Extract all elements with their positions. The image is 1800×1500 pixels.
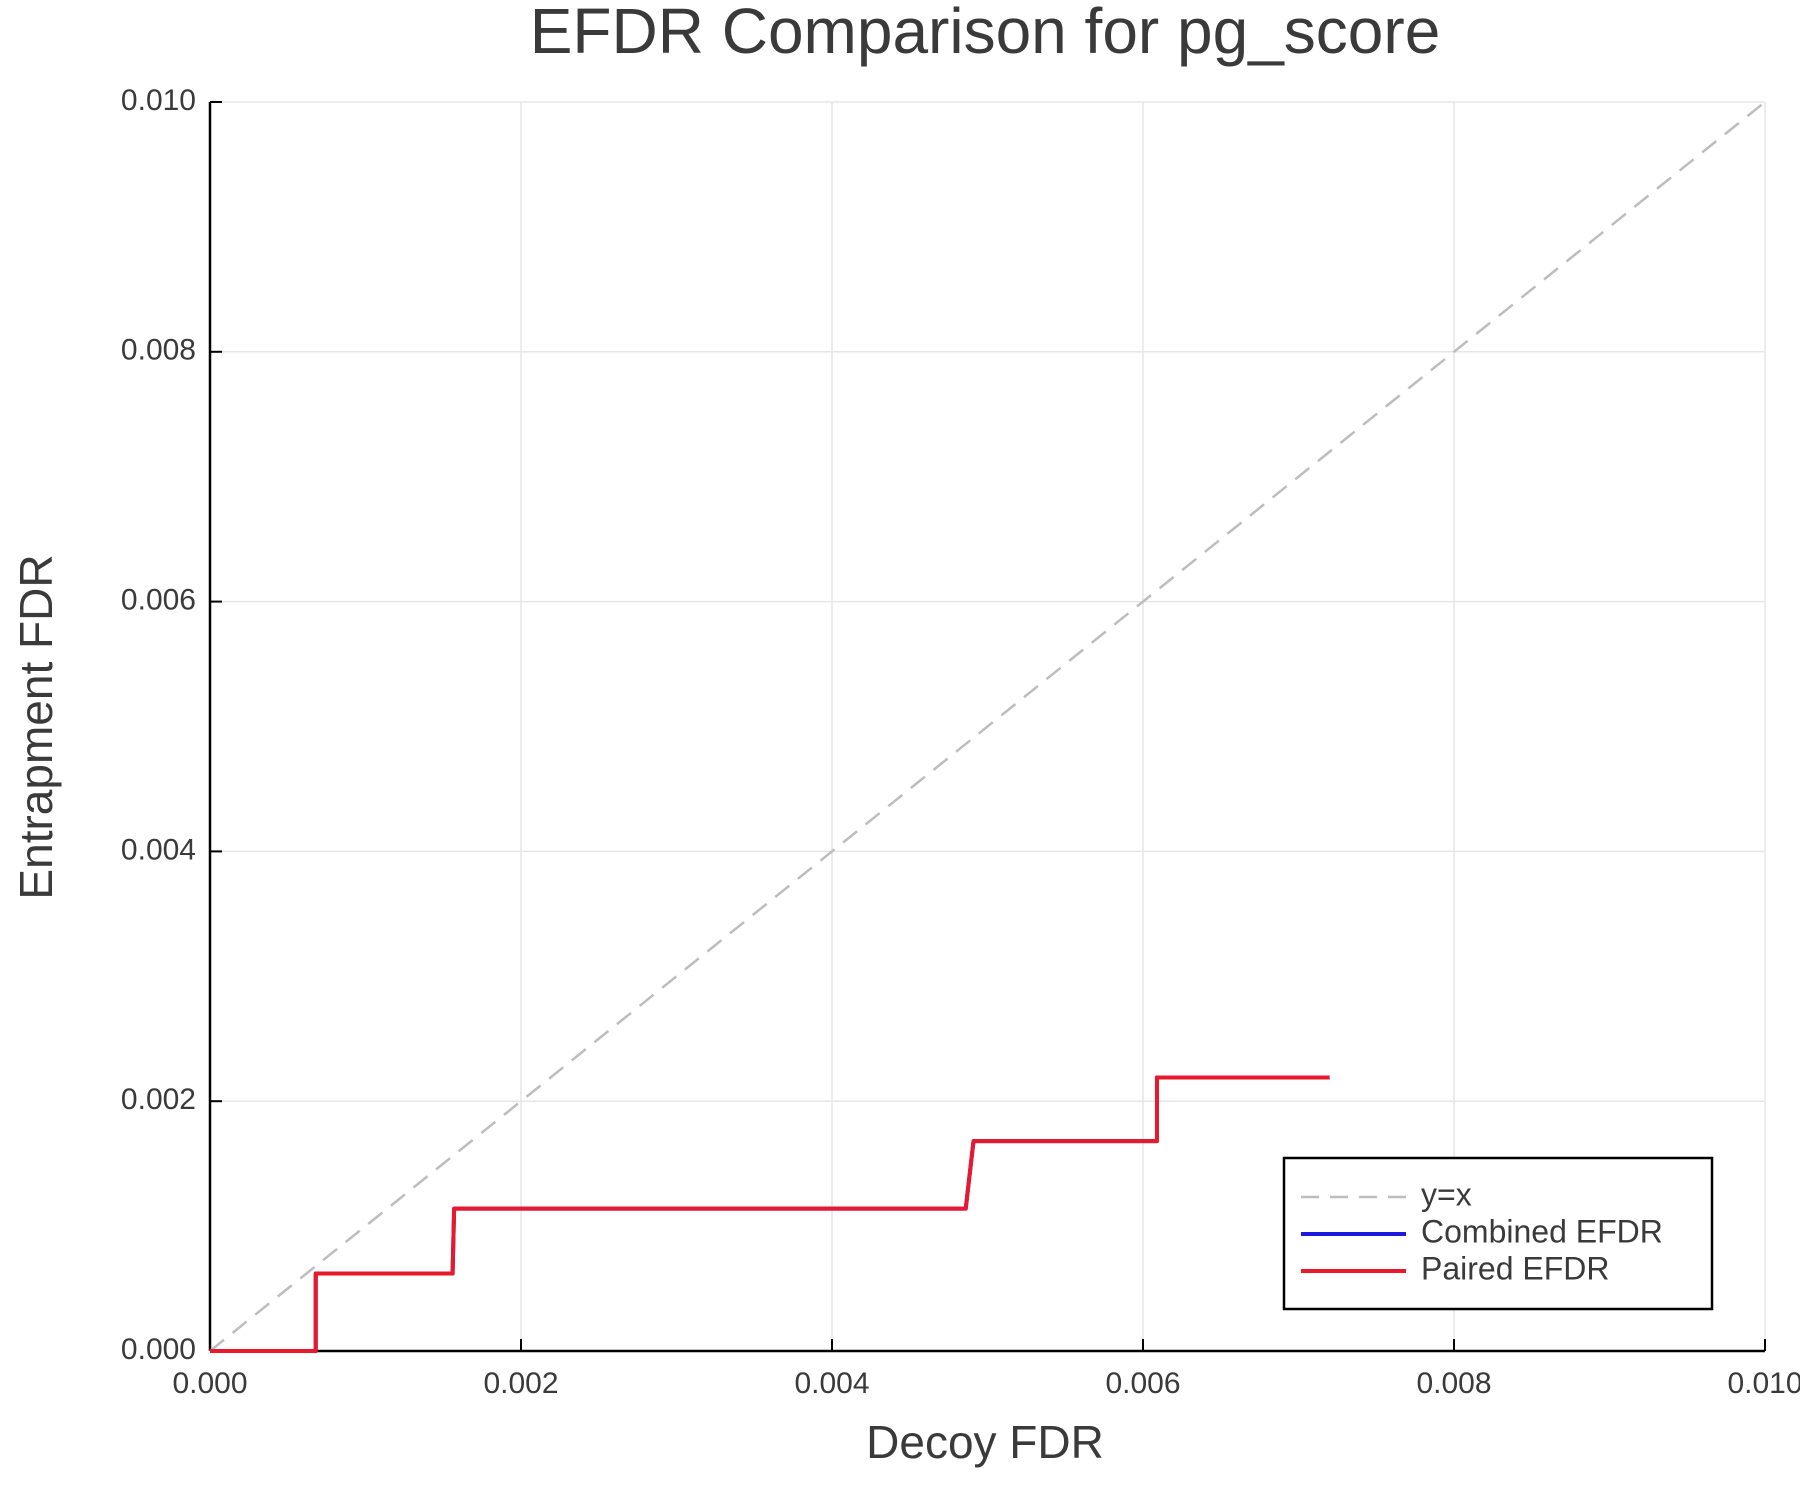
data-line: [210, 1075, 1330, 1353]
x-tick-label: 0.008: [1416, 1367, 1491, 1400]
data-line: [210, 1075, 1330, 1353]
y-axis-label: Entrapment FDR: [10, 554, 62, 899]
y-tick-label: 0.000: [121, 1333, 196, 1366]
x-axis-label: Decoy FDR: [866, 1416, 1104, 1468]
y-tick-label: 0.006: [121, 584, 196, 617]
y-tick-label: 0.004: [121, 833, 196, 866]
x-tick-label: 0.004: [794, 1367, 869, 1400]
y-tick-label: 0.002: [121, 1083, 196, 1116]
legend-label: y=x: [1421, 1176, 1472, 1212]
y-tick-label: 0.010: [121, 84, 196, 117]
x-tick-label: 0.010: [1727, 1367, 1800, 1400]
legend-label: Paired EFDR: [1421, 1250, 1610, 1286]
x-tick-label: 0.000: [172, 1367, 247, 1400]
data-line: [209, 101, 1766, 1352]
chart-title: EFDR Comparison for pg_score: [530, 0, 1441, 67]
x-tick-label: 0.002: [483, 1367, 558, 1400]
x-tick-label: 0.006: [1105, 1367, 1180, 1400]
y-tick-label: 0.008: [121, 334, 196, 367]
legend-label: Combined EFDR: [1421, 1213, 1663, 1249]
